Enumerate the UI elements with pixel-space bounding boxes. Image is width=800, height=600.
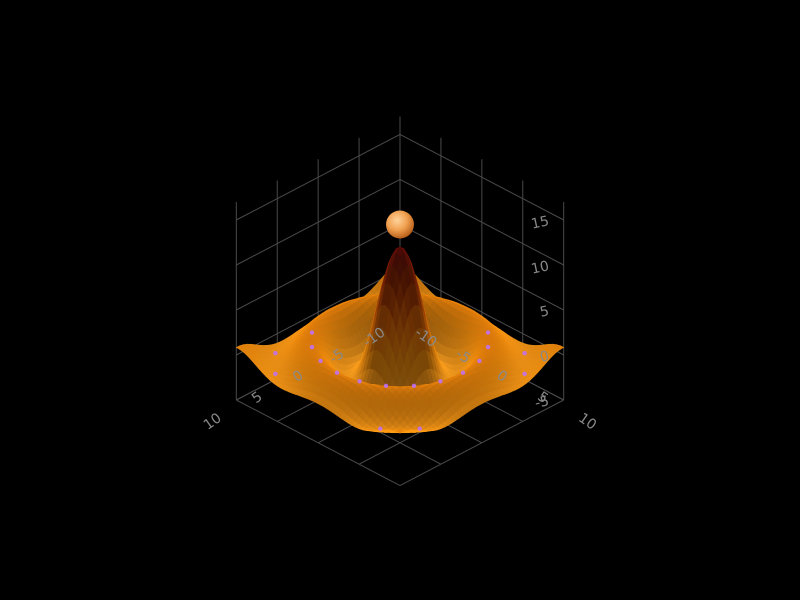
surface-highlight-dot (460, 370, 466, 375)
x-tick-label: 10 (201, 410, 225, 433)
surface-patch (395, 429, 405, 434)
y-tick-label: 10 (575, 410, 599, 433)
surface-highlight-dot (378, 426, 383, 431)
z-tick-label: 15 (530, 213, 551, 232)
surface-highlight-dot (334, 370, 340, 375)
marker-layer (386, 210, 414, 239)
floor-grid-y (399, 399, 564, 487)
surface-highlight-dot (485, 344, 491, 350)
surface-highlight-dot (383, 383, 389, 389)
z-tick-label: 0 (538, 348, 550, 366)
surface-highlight-dot (522, 371, 527, 377)
surface-highlight-dot (273, 350, 278, 356)
surface-highlight-dot (485, 330, 491, 335)
surface-highlight-dot (477, 358, 482, 364)
z-tick-label: 10 (530, 258, 551, 277)
z-tick-label: -5 (534, 393, 551, 412)
surface-highlight-dot (438, 379, 443, 384)
surface-mesh (235, 246, 565, 434)
surface-highlight-dot (318, 358, 323, 364)
surface-highlight-dot (357, 379, 362, 384)
surface-highlight-dot (273, 371, 278, 377)
surface-highlight-dot (309, 330, 315, 335)
surface-highlight-dot (411, 383, 417, 389)
surface-highlight-dot (522, 350, 527, 356)
x-tick-label: 5 (249, 389, 265, 407)
grid-line-z (236, 133, 564, 221)
grid-line-z (236, 178, 564, 266)
marker-point[interactable] (386, 210, 414, 239)
surface-highlight-dot (309, 344, 315, 350)
surface-highlight-dot (417, 426, 422, 431)
z-tick-label: 5 (538, 303, 550, 321)
